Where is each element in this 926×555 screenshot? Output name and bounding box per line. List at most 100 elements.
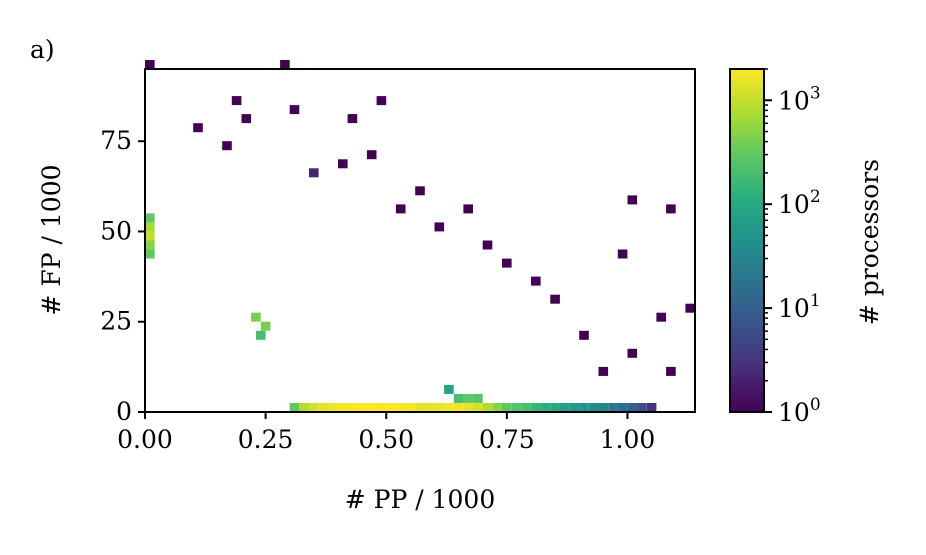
heatmap-cell [569, 403, 580, 412]
colorbar-tick-label: 100 [778, 395, 821, 427]
heatmap-cell [521, 403, 531, 412]
heatmap-cell [338, 403, 348, 412]
heatmap-cell [559, 403, 570, 412]
heatmap-cell [256, 330, 266, 340]
heatmap-cell [502, 403, 512, 412]
heatmap-cell [366, 150, 377, 160]
x-axis: 0.00 0.25 0.50 0.75 1.00 [117, 412, 655, 454]
heatmap-cell [492, 403, 502, 412]
plot-frame [144, 68, 696, 413]
heatmap-cell [309, 403, 319, 412]
heatmap-cell [482, 403, 493, 412]
heatmap-cell [222, 141, 232, 151]
x-tick-label: 0.75 [479, 425, 535, 454]
heatmap-cell [145, 222, 155, 232]
x-tick-label: 0.25 [238, 425, 294, 454]
heatmap-cell [685, 303, 695, 313]
heatmap-cell [531, 276, 541, 286]
x-axis-label: # PP / 1000 [345, 485, 495, 514]
y-tick-label: 25 [100, 307, 132, 336]
heatmap-cell [666, 204, 676, 214]
heatmap-cell [376, 96, 387, 106]
heatmap-cell [473, 393, 483, 403]
heatmap-cell [579, 403, 589, 412]
heatmap-cell [550, 294, 560, 304]
heatmap-cell [588, 403, 599, 412]
heatmap-cell [502, 258, 512, 268]
heatmap-cell [608, 403, 618, 412]
heatmap-cell [463, 393, 473, 403]
heatmap-cell [598, 366, 609, 376]
heatmap-cell [453, 403, 464, 412]
heatmap-cell [646, 403, 657, 412]
heatmap-cell [366, 403, 377, 412]
heatmap-cell [656, 312, 666, 322]
heatmap-cell [347, 114, 358, 124]
heatmap-cell [145, 231, 155, 241]
y-axis: 0 25 50 75 [100, 126, 145, 426]
heatmap-cell [231, 96, 242, 106]
heatmap-cell [531, 403, 541, 412]
heatmap-cell [463, 403, 473, 412]
heatmap-cell [637, 403, 647, 412]
heatmap-cell [627, 348, 638, 358]
heatmap-cell [550, 403, 560, 412]
colorbar-label: # processors [855, 159, 884, 325]
heatmap-cell [260, 321, 271, 331]
colorbar-tick-label: 101 [778, 291, 821, 323]
heatmap-cell [511, 403, 522, 412]
heatmap-cell [473, 403, 483, 412]
heatmap-cell [328, 403, 338, 412]
y-tick-label: 0 [116, 397, 132, 426]
heatmap-cell [444, 384, 454, 394]
heatmap-cell [627, 403, 638, 412]
colorbar-tick-label: 103 [778, 83, 821, 115]
colorbar-gradient [729, 68, 765, 413]
y-tick-label: 50 [100, 216, 132, 245]
heatmap-cell [617, 403, 628, 412]
heatmap-cell [386, 403, 396, 412]
heatmap-cell [145, 249, 155, 259]
heatmap-cell [579, 330, 589, 340]
heatmap-cell [598, 403, 609, 412]
heatmap-cell [415, 186, 425, 196]
heatmap-cell [434, 403, 445, 412]
heatmap-cell [338, 159, 348, 169]
heatmap-cells [145, 60, 695, 412]
heatmap-cell [463, 204, 473, 214]
y-axis-label: # FP / 1000 [37, 164, 66, 315]
heatmap-cell [145, 240, 155, 250]
heatmap-cell [251, 312, 261, 322]
heatmap-cell [299, 403, 309, 412]
heatmap-cell [444, 403, 454, 412]
heatmap-cell [145, 213, 155, 223]
x-tick-label: 0.00 [117, 425, 173, 454]
heatmap-cell [540, 403, 551, 412]
heatmap-cell [453, 393, 464, 403]
heatmap-cell [405, 403, 416, 412]
y-tick-label: 75 [100, 126, 132, 155]
heatmap-cell [424, 403, 435, 412]
heatmap-cell [434, 222, 445, 232]
heatmap-cell [193, 123, 203, 133]
heatmap-cell [395, 204, 406, 214]
heatmap-cell [357, 403, 367, 412]
x-tick-label: 0.50 [358, 425, 414, 454]
heatmap-cell [289, 105, 300, 115]
heatmap-cell [415, 403, 425, 412]
heatmap-cell [145, 60, 155, 69]
x-tick-label: 1.00 [600, 425, 656, 454]
heatmap-cell [482, 240, 493, 250]
plot-area [144, 60, 696, 413]
colorbar-ticks: 100 101 102 103 [764, 68, 821, 427]
heatmap-cell [347, 403, 358, 412]
heatmap-cell [666, 366, 676, 376]
heatmap-cell [280, 60, 290, 69]
heatmap-cell [241, 114, 252, 124]
heatmap-cell [309, 168, 319, 178]
heatmap-cell [376, 403, 387, 412]
heatmap-cell [318, 403, 329, 412]
heatmap-cell [627, 195, 638, 205]
heatmap-cell [617, 249, 628, 259]
